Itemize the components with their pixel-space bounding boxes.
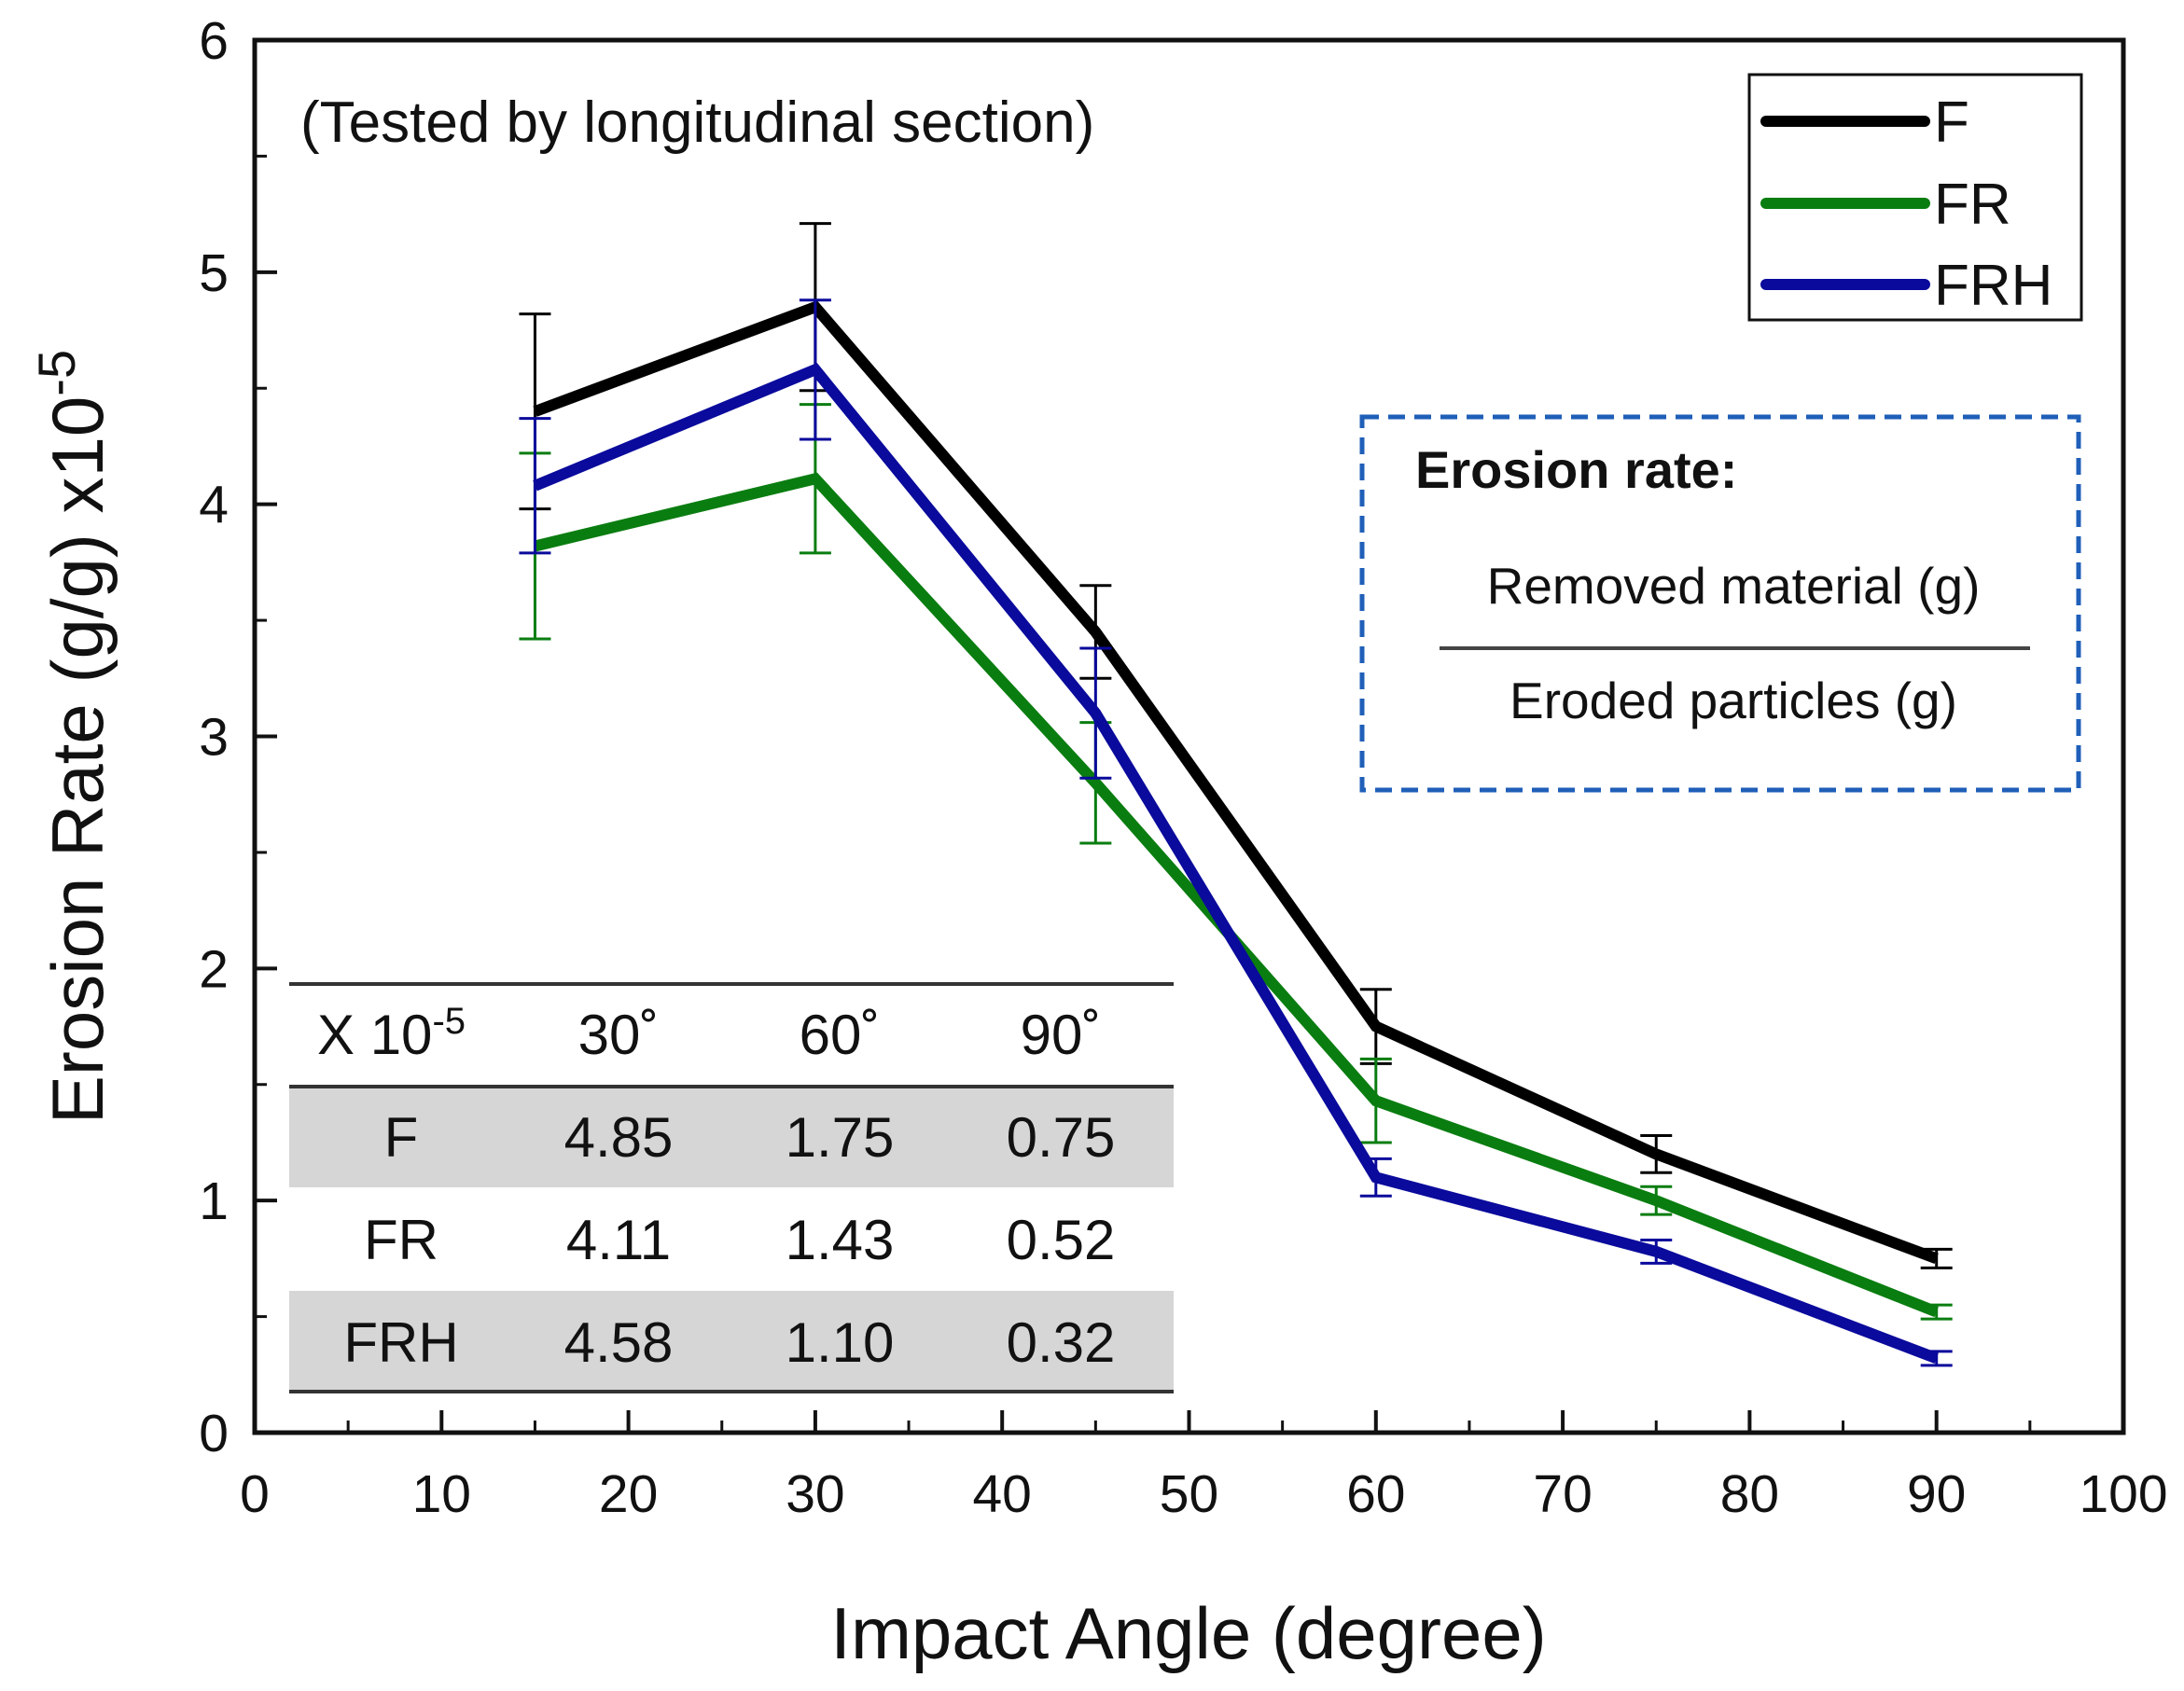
table-row-label-fr: FR (364, 1209, 438, 1271)
y-axis-title-exponent: -5 (27, 350, 86, 396)
table-header-label: X 10-5 (317, 1001, 466, 1066)
table-row-label-f: F (384, 1106, 419, 1169)
x-tick-label: 40 (972, 1464, 1031, 1524)
table-cell-f-60: 1.75 (786, 1106, 895, 1169)
y-tick-label: 6 (199, 11, 229, 71)
table-cell-f-90: 0.75 (1007, 1106, 1116, 1169)
x-tick-label: 30 (786, 1464, 844, 1524)
table-col-header-30: 30˚ (578, 1004, 660, 1066)
y-tick-label: 1 (199, 1171, 229, 1231)
y-axis-ticks: 0 1 2 3 4 5 6 (199, 11, 277, 1463)
table-cell-fr-90: 0.52 (1007, 1209, 1116, 1271)
y-tick-label: 5 (199, 243, 229, 303)
error-bar-frh (519, 417, 551, 555)
formula-denominator: Eroded particles (g) (1509, 672, 1957, 729)
legend-label-f: F (1934, 90, 1969, 155)
table-cell-fr-60: 1.43 (786, 1209, 895, 1271)
series-line-frh (533, 363, 1939, 1365)
table-cell-frh-90: 0.32 (1007, 1311, 1116, 1374)
series-frh (519, 298, 1953, 1367)
table-row-label-frh: FRH (343, 1311, 458, 1374)
table-cell-fr-30: 4.11 (566, 1209, 671, 1271)
legend-label-frh: FRH (1934, 254, 2052, 318)
x-axis-ticks: 0 10 20 30 40 50 60 70 80 90 100 (240, 1410, 2168, 1524)
table-cell-frh-30: 4.58 (564, 1311, 674, 1374)
x-tick-label: 70 (1533, 1464, 1592, 1524)
y-tick-label: 4 (199, 476, 229, 535)
y-axis-title: Erosion Rate (g/g) x10-5 (27, 350, 118, 1124)
x-tick-label: 10 (412, 1464, 471, 1524)
table-row-shade-f (289, 1087, 1174, 1187)
section-annotation: (Tested by longitudinal section) (300, 90, 1094, 155)
legend-label-fr: FR (1934, 173, 2011, 237)
series-line-f (533, 300, 1939, 1265)
y-tick-label: 3 (199, 708, 229, 768)
table-col-header-90: 90˚ (1021, 1004, 1102, 1066)
series-layer (519, 222, 1953, 1367)
formula-box-title: Erosion rate: (1415, 440, 1737, 499)
x-axis-title: Impact Angle (degree) (830, 1592, 1546, 1674)
series-f (519, 222, 1953, 1269)
x-tick-label: 80 (1720, 1464, 1779, 1524)
table-col-header-60: 60˚ (800, 1004, 881, 1066)
inset-table: X 10-5 30˚ 60˚ 90˚ F 4.85 1.75 0.75 FR 4… (289, 982, 1174, 1393)
table-row-shade-frh (289, 1291, 1174, 1392)
x-tick-label: 0 (240, 1464, 270, 1524)
y-tick-label: 0 (199, 1404, 229, 1463)
x-tick-label: 20 (599, 1464, 658, 1524)
x-tick-label: 100 (2079, 1464, 2167, 1524)
table-header-label-base: X 10 (317, 1004, 432, 1066)
x-tick-label: 50 (1160, 1464, 1218, 1524)
formula-numerator: Removed material (g) (1487, 557, 1981, 615)
x-tick-label: 90 (1907, 1464, 1966, 1524)
table-cell-f-30: 4.85 (564, 1106, 674, 1169)
x-tick-label: 60 (1346, 1464, 1405, 1524)
y-axis-title-base: Erosion Rate (g/g) x10 (36, 396, 118, 1124)
table-header-exponent: -5 (432, 1001, 466, 1042)
formula-box: Erosion rate: Removed material (g) Erode… (1359, 414, 2081, 793)
legend: F FR FRH (1747, 73, 2083, 322)
formula-box-border (1359, 414, 2081, 793)
table-cell-frh-60: 1.10 (786, 1311, 895, 1374)
y-tick-label: 2 (199, 939, 229, 999)
